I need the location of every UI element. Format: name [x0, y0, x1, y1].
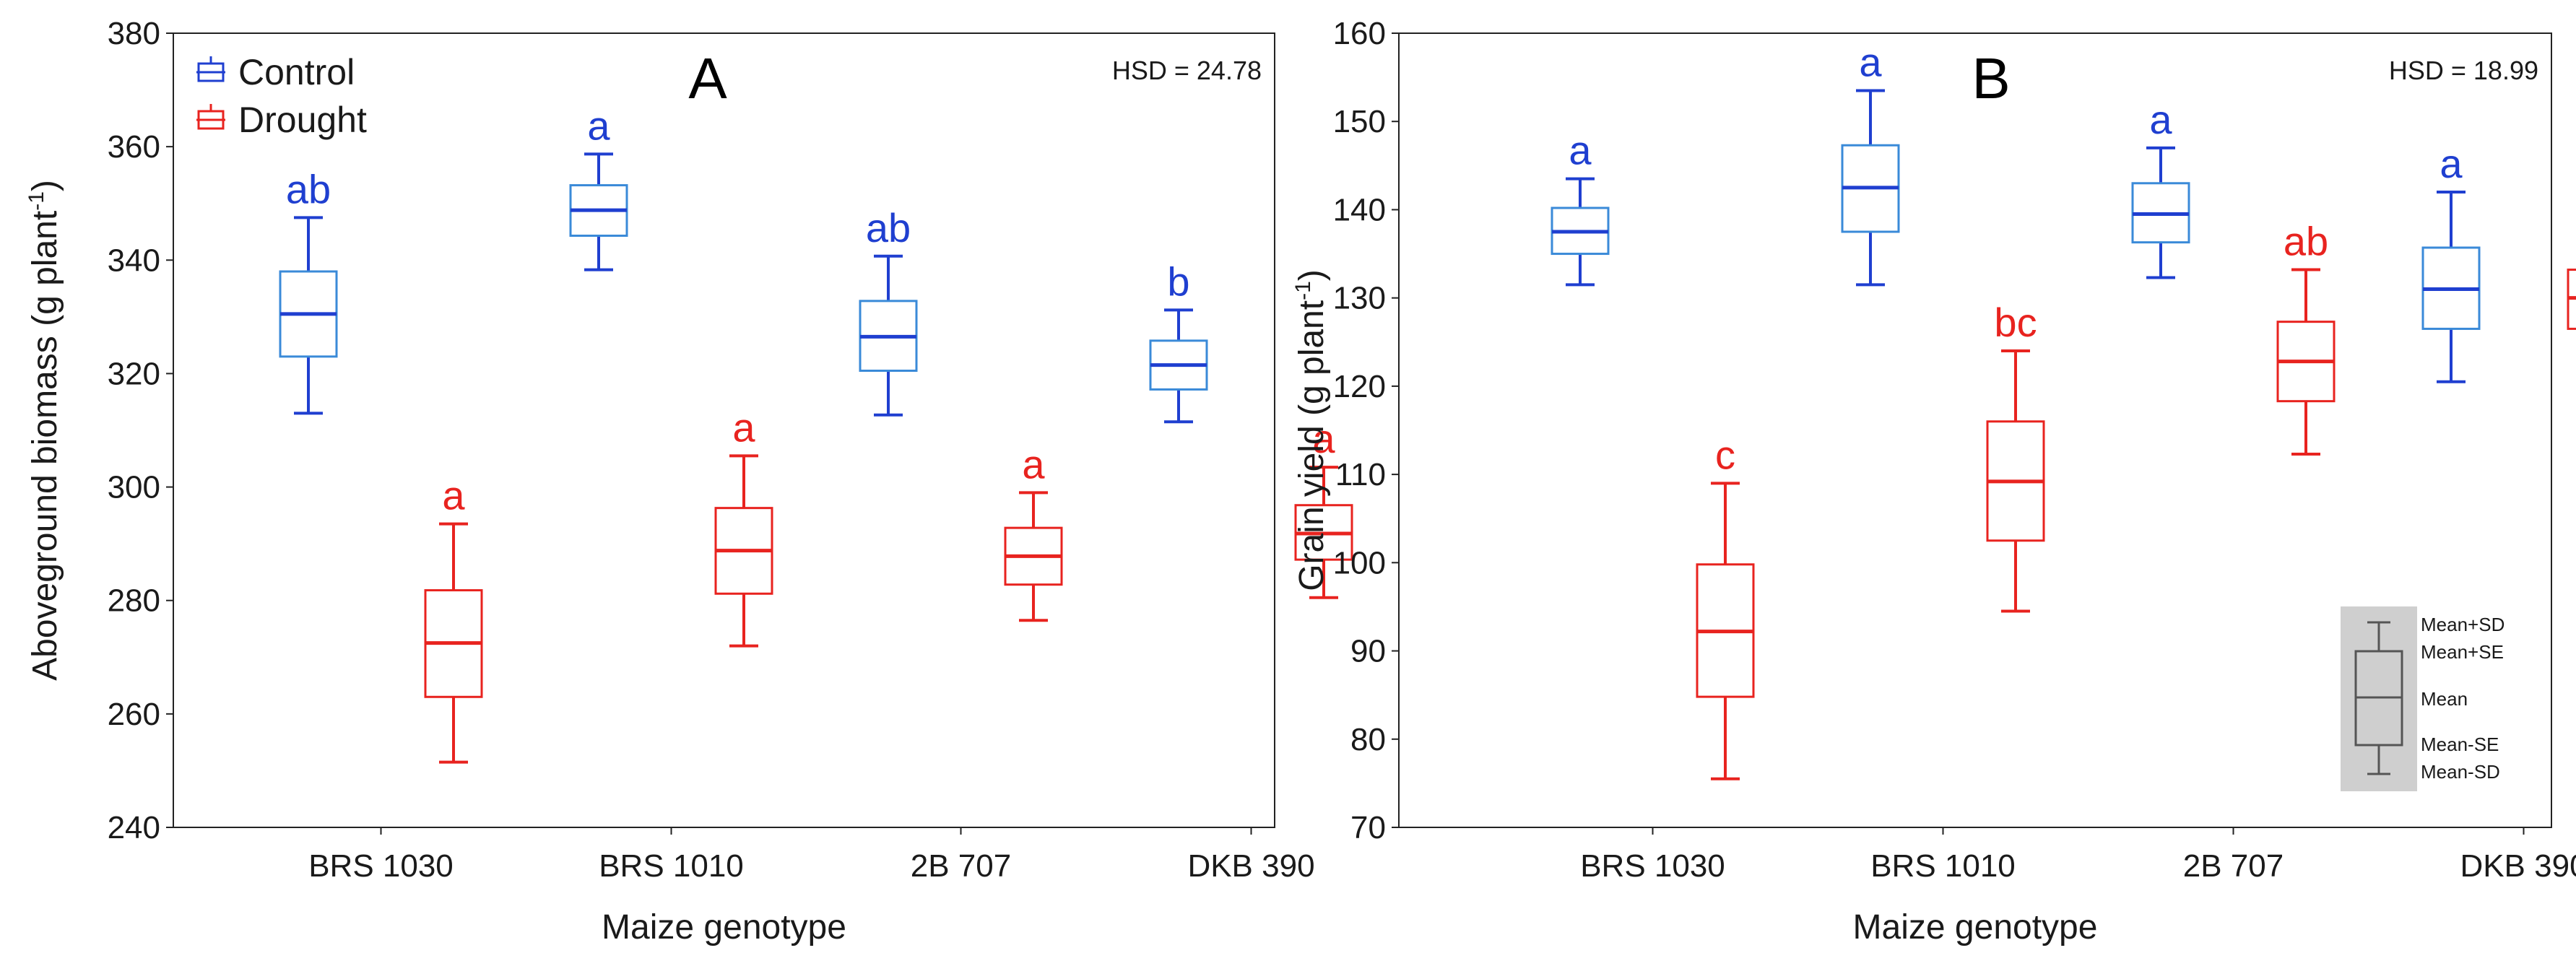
y-tick-label: 160 [1333, 16, 1386, 51]
key-label-mean-minus-se: Mean-SE [2421, 734, 2499, 755]
box-drought-3: a [1294, 416, 1353, 599]
y-tick-label: 120 [1333, 369, 1386, 404]
x-axis-title: Maize genotype [1853, 908, 2098, 947]
box-control-3: a [2421, 141, 2481, 383]
x-tick-label: DKB 390 [2460, 848, 2576, 884]
y-tick-label: 320 [108, 356, 160, 391]
panel-label: A [688, 46, 727, 110]
box-control-2: a [2131, 97, 2190, 279]
hsd-label: HSD = 24.78 [1112, 56, 1262, 85]
significance-letter: a [2440, 141, 2463, 186]
key-label-mean-plus-se: Mean+SE [2421, 641, 2504, 663]
y-tick-label: 100 [1333, 545, 1386, 580]
y-tick-label: 90 [1350, 634, 1386, 669]
box-drought-0: a [424, 473, 483, 764]
y-tick-label: 360 [108, 129, 160, 165]
y-axis-title-main: Aboveground biomass (g plant [26, 211, 64, 681]
y-axis-title-unit-exp: -1 [25, 191, 48, 211]
legend: Control Drought [196, 52, 367, 140]
x-tick-label: 2B 707 [2183, 848, 2284, 884]
x-tick-label: 2B 707 [911, 848, 1011, 884]
significance-letter: a [2149, 97, 2172, 142]
legend-label: Drought [238, 100, 367, 140]
x-axis-title: Maize genotype [602, 908, 846, 947]
box-control-1: a [1841, 39, 1900, 287]
plot-frame [1398, 32, 2552, 828]
y-tick-label: 240 [108, 810, 160, 845]
y-axis-title: Grain yield (g plant-1) [1291, 269, 1331, 591]
significance-letter: a [732, 404, 755, 450]
y-axis-title: Aboveground biomass (g plant-1) [25, 180, 64, 681]
legend-label: Control [238, 52, 355, 92]
y-tick-label: 300 [108, 470, 160, 505]
box-control-0: a [1551, 128, 1610, 287]
y-axis-title-close: ) [26, 180, 64, 191]
significance-letter: b [1167, 258, 1189, 304]
box-control-0: ab [279, 166, 338, 415]
x-tick-label: DKB 390 [1187, 848, 1314, 884]
x-tick-label: BRS 1010 [599, 848, 744, 884]
significance-letter: bc [1994, 300, 2037, 345]
key-label-mean-minus-sd: Mean-SD [2421, 761, 2500, 783]
y-axis-title-unit-exp: -1 [1291, 281, 1315, 300]
box-drought-0: c [1696, 432, 1755, 780]
box-drought-1: a [714, 404, 773, 648]
chart-panel-b: 70 80 90 100 110 120 130 140 150 160 BRS 1030 BRS 1… [1291, 16, 2576, 947]
significance-letter: ab [2284, 219, 2328, 264]
y-tick-label: 280 [108, 583, 160, 619]
y-tick-label: 380 [108, 16, 160, 51]
significance-letter: a [442, 473, 465, 518]
chart-panel-a: 240 260 280 300 320 340 360 380 BRS 1030 BRS 1010… [25, 16, 1353, 947]
y-tick-label: 150 [1333, 104, 1386, 139]
significance-letter: a [587, 103, 610, 148]
box-key: Mean+SD Mean+SE Mean Mean-SE Mean-SD [2341, 606, 2505, 791]
box-drought-3: a [2567, 269, 2576, 330]
panel-label: B [1972, 46, 2010, 110]
key-label-mean: Mean [2421, 688, 2468, 710]
significance-letter: a [1312, 416, 1335, 461]
box-control-3: b [1149, 258, 1208, 424]
hsd-label: HSD = 18.99 [2389, 56, 2538, 85]
significance-letter: a [1022, 441, 1045, 487]
x-tick-label: BRS 1030 [1580, 848, 1725, 884]
y-tick-label: 260 [108, 697, 160, 732]
box-drought-2: a [1004, 441, 1063, 622]
significance-letter: c [1715, 432, 1735, 477]
y-tick-label: 140 [1333, 192, 1386, 227]
legend-item-control: Control [196, 52, 355, 92]
y-tick-label: 130 [1333, 281, 1386, 316]
box-drought-1: bc [1986, 300, 2045, 613]
legend-item-drought: Drought [196, 100, 367, 140]
box-control-2: ab [859, 205, 918, 417]
significance-letter: a [1859, 39, 1882, 84]
y-tick-label: 70 [1350, 810, 1386, 845]
box-drought-2: ab [2276, 219, 2336, 456]
key-label-mean-plus-sd: Mean+SD [2421, 614, 2505, 635]
significance-letter: a [1569, 128, 1592, 173]
significance-letter: ab [286, 166, 331, 212]
y-tick-label: 340 [108, 243, 160, 278]
y-axis-title-close: ) [1293, 269, 1331, 281]
y-tick-label: 110 [1335, 457, 1386, 492]
x-tick-label: BRS 1010 [1870, 848, 2016, 884]
significance-letter: ab [866, 205, 911, 251]
y-axis-title-main: Grain yield (g plant [1293, 300, 1331, 591]
x-tick-label: BRS 1030 [308, 848, 454, 884]
box-control-1: a [569, 103, 628, 271]
y-tick-label: 80 [1350, 722, 1386, 757]
plot-frame [173, 32, 1275, 828]
